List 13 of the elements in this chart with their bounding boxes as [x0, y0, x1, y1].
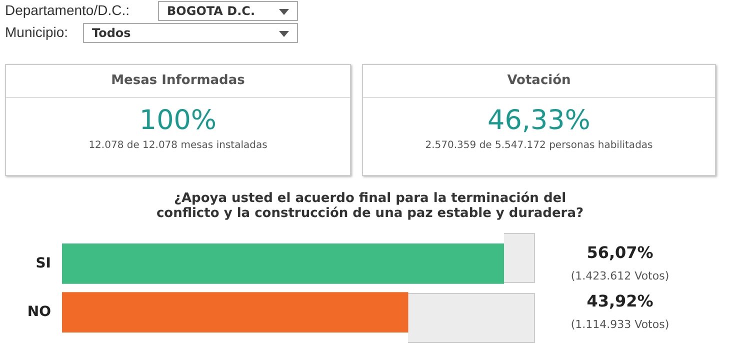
summary-card: Votación 46,33% 2.570.359 de 5.547.172 personas habilitadas [362, 64, 716, 176]
dropdown-field: BOGOTA D.C. [158, 1, 298, 21]
text: (1.423.612 Votos) [570, 270, 670, 283]
text: (1.114.933 Votos) [570, 318, 670, 332]
y-tick-label: NO [27, 304, 52, 320]
data-label: 43,92% [586, 291, 654, 310]
text: Departamento/D.C.: [5, 2, 130, 18]
y-tick-label: SI [36, 255, 51, 272]
summary-card: Mesas Informadas 100% 12.078 de 12.078 mesas instaladas [5, 64, 351, 176]
text: Municipio: [5, 24, 68, 40]
data-label: 56,07% [586, 242, 654, 262]
chart-title: ¿Apoya usted el acuerdo final para la terminación del conflicto y la construcción de una paz estable y duradera? [155, 191, 585, 221]
dropdown-field: Todos [83, 23, 298, 43]
